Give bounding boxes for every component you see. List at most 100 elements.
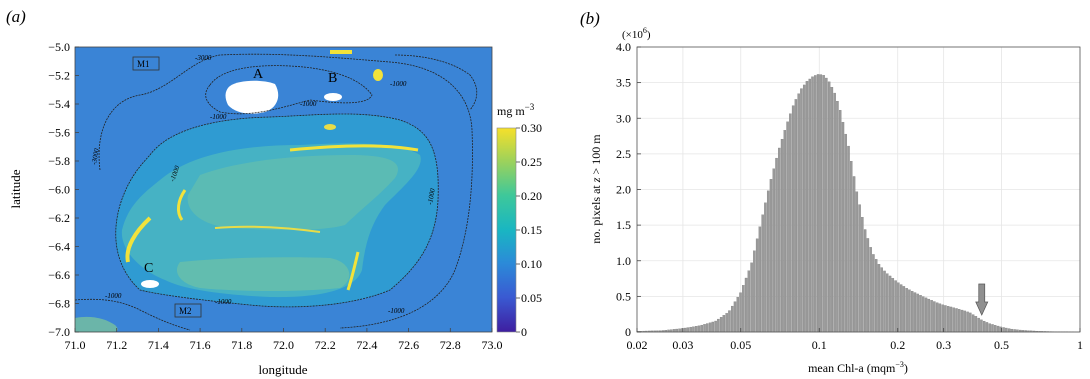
map-y-tick-label: −5.4 (48, 97, 70, 111)
histogram-bar (855, 191, 859, 333)
histogram-bars (636, 74, 1080, 333)
histogram-bar (985, 322, 989, 333)
histogram-bar (728, 310, 731, 333)
map-y-tick-label: −6.0 (48, 183, 70, 197)
histogram-bar (924, 297, 928, 333)
map-reef-north-bar (330, 50, 352, 54)
histogram-bar (902, 286, 906, 333)
histogram-bar (836, 101, 839, 333)
histogram-bar (874, 259, 878, 333)
histogram-bar (706, 323, 709, 333)
histogram-y-ticks: 0 0.5 1.0 1.5 2.0 2.5 3.0 3.5 4.0 (616, 40, 641, 339)
histogram-bar (844, 133, 847, 333)
map-y-axis-label: latitude (8, 169, 23, 208)
histogram-bar (769, 179, 773, 333)
histogram-x-axis-label: mean Chl-a (mqm−3) (808, 360, 908, 375)
histogram-bar (825, 77, 828, 333)
histogram-bar (1010, 328, 1014, 333)
histogram-bar (711, 321, 715, 333)
histogram-bar (725, 313, 728, 333)
histogram-bar (938, 303, 942, 333)
colorbar-gradient (496, 127, 517, 333)
histogram-bar (933, 301, 936, 333)
histogram-bar (861, 217, 864, 333)
histogram-bar (742, 285, 745, 333)
histogram-y-tick-label: 0.5 (616, 289, 631, 303)
histogram-y-tick-label: 1.5 (616, 218, 631, 232)
histogram-bar (758, 226, 762, 333)
histogram-bar (786, 121, 789, 333)
histogram-x-tick-label: 1 (1077, 338, 1083, 352)
histogram-y-axis-label: no. pixels at z > 100 m (589, 134, 603, 244)
histogram-bar (822, 75, 825, 333)
histogram-bar (766, 190, 770, 333)
map-x-tick-label: 71.0 (65, 338, 86, 352)
histogram-bar (980, 319, 983, 333)
histogram-bar (808, 78, 811, 333)
histogram-y-tick-label: 0 (625, 325, 631, 339)
map-contour-1000 (115, 113, 439, 308)
map-contour-sw (75, 298, 191, 331)
map-y-tick-label: −7.0 (48, 325, 70, 339)
colorbar-ticks: 0.30 0.25 0.20 0.15 0.10 0.05 0 (516, 121, 542, 339)
histogram-bar (708, 322, 712, 333)
map-reef-north-east (373, 69, 383, 81)
histogram-bar (886, 273, 889, 333)
map-x-tick-label: 72.4 (356, 338, 377, 352)
histogram-bar (958, 309, 961, 333)
map-reef-sw-corner (75, 316, 118, 332)
histogram-arrow (975, 283, 989, 316)
histogram-bar (897, 282, 900, 333)
map-x-tick-label: 71.2 (106, 338, 127, 352)
colorbar-tick-label: 0.05 (521, 291, 542, 305)
histogram-bar (755, 238, 759, 333)
histogram-bar (966, 311, 969, 333)
map-x-tick-label: 71.8 (231, 338, 252, 352)
histogram-bar (960, 309, 964, 333)
map-mooring-m2: M2 (179, 306, 192, 316)
histogram-bar (841, 121, 845, 333)
map-x-tick-label: 73.0 (482, 338, 503, 352)
histogram-x-tick-label: 0.02 (627, 338, 648, 352)
histogram-bar (797, 93, 800, 333)
histogram-bar (982, 320, 986, 333)
colorbar: mg m−3 0.30 0.25 0.20 0.15 0.10 0.05 0 (496, 102, 542, 339)
histogram-bar (747, 270, 751, 333)
map-panel: A B C M1 M2 -1000 -1000 -1000 -1000 -100… (74, 46, 493, 333)
histogram-bar (913, 292, 917, 333)
histogram-bar (863, 229, 867, 333)
map-bank-interior (187, 155, 398, 230)
map-label-b: B (328, 71, 337, 86)
histogram-x-tick-label: 0.3 (936, 338, 951, 352)
histogram-bar (910, 291, 914, 333)
histogram-bar (883, 270, 886, 333)
histogram-x-tick-label: 0.03 (672, 338, 693, 352)
histogram-bar (930, 300, 933, 333)
histogram-bar (802, 84, 806, 333)
histogram-bar (891, 278, 895, 333)
histogram-y-tick-label: 3.5 (616, 76, 631, 90)
histogram-bar (722, 315, 726, 333)
histogram-bar (819, 74, 823, 333)
colorbar-tick-label: 0 (521, 325, 527, 339)
histogram-bar (833, 92, 836, 333)
colorbar-unit: mg m−3 (497, 102, 535, 118)
map-contour-label-deep: -3000 (195, 54, 212, 62)
histogram-bar (700, 324, 703, 333)
histogram-bar (1005, 327, 1008, 333)
histogram-bar (905, 288, 908, 333)
map-island-c (141, 280, 159, 288)
colorbar-tick-label: 0.30 (521, 121, 542, 135)
histogram-bar (971, 314, 975, 333)
map-mooring-m1-box (132, 56, 160, 71)
histogram-bar (852, 176, 856, 333)
histogram-bar (949, 306, 953, 333)
histogram-bar (778, 147, 781, 333)
histogram-bar (814, 75, 817, 333)
map-contour-label: -1000 (215, 298, 232, 306)
map-y-tick-label: −6.8 (48, 297, 70, 311)
map-contour-label: -1000 (426, 187, 437, 205)
map-contour-label-deep: -3000 (90, 147, 101, 165)
map-x-tick-label: 71.6 (190, 338, 211, 352)
histogram-bar (764, 202, 767, 333)
